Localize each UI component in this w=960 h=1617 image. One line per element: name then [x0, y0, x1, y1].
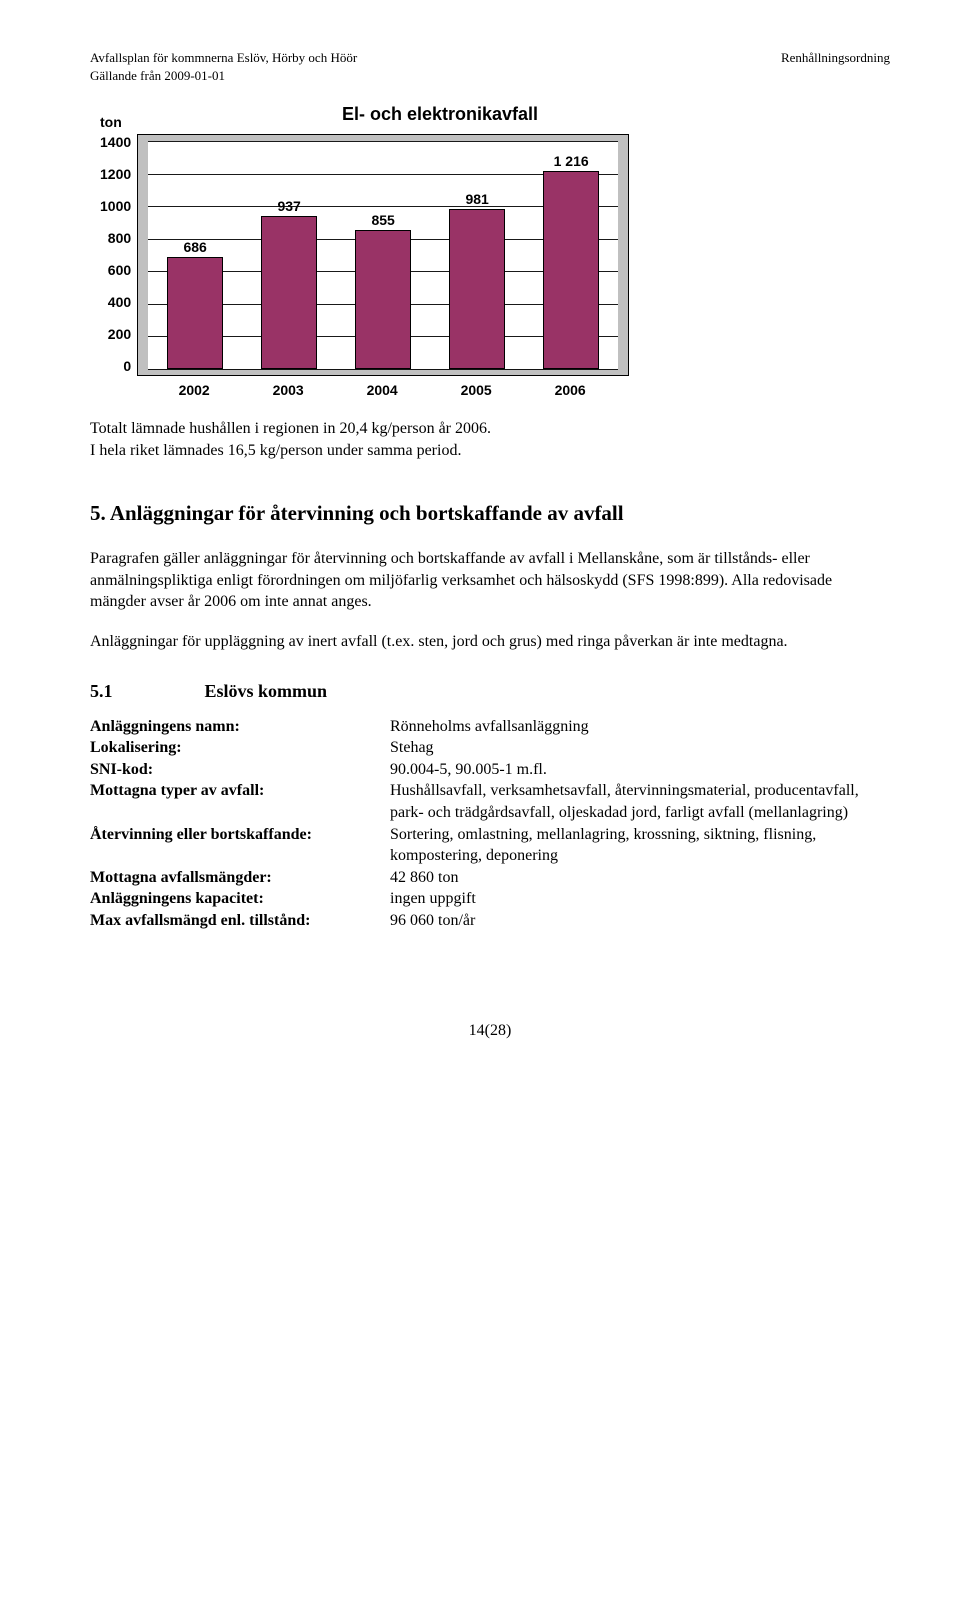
bar-value-label: 686: [183, 239, 206, 255]
bar-slot: 937: [261, 141, 317, 369]
section-5-heading: 5. Anläggningar för återvinning och bort…: [90, 501, 890, 526]
bar-slot: 1 216: [543, 141, 599, 369]
table-row: SNI-kod:90.004-5, 90.005-1 m.fl.: [90, 759, 890, 781]
para-after-chart: Totalt lämnade hushållen i regionen in 2…: [90, 418, 890, 461]
chart-container: ton El- och elektronikavfall 14001200100…: [100, 114, 890, 398]
table-row: Lokalisering:Stehag: [90, 737, 890, 759]
bar-value-label: 1 216: [554, 153, 589, 169]
chart-plot-inner: 686 937 855 981 1 216: [148, 141, 618, 369]
header-left-2: Gällande från 2009-01-01: [90, 68, 890, 84]
chart-y-axis: 1400 1200 1000 800 600 400 200 0: [100, 134, 137, 374]
x-tick: 2003: [260, 382, 316, 398]
table-key: Mottagna typer av avfall:: [90, 780, 390, 802]
table-value: Stehag: [390, 737, 890, 759]
table-key: Anläggningens kapacitet:: [90, 888, 390, 910]
table-row: Anläggningens namn:Rönneholms avfallsanl…: [90, 716, 890, 738]
table-key: Max avfallsmängd enl. tillstånd:: [90, 910, 390, 932]
y-tick: 600: [108, 262, 131, 278]
y-tick: 400: [108, 294, 131, 310]
table-key: Anläggningens namn:: [90, 716, 390, 738]
page-number: 14(28): [90, 1022, 890, 1040]
bar-slot: 855: [355, 141, 411, 369]
table-value: Hushållsavfall, verksamhetsavfall, återv…: [390, 780, 890, 823]
y-tick: 1000: [100, 198, 131, 214]
x-tick: 2006: [542, 382, 598, 398]
table-key: Återvinning eller bortskaffande:: [90, 824, 390, 846]
y-tick: 1200: [100, 166, 131, 182]
chart-x-axis: 2002 2003 2004 2005 2006: [137, 376, 617, 398]
bar: [261, 216, 317, 369]
bar: [167, 257, 223, 369]
bar-value-label: 937: [277, 198, 300, 214]
y-tick: 200: [108, 326, 131, 342]
chart-plot: 686 937 855 981 1 216: [137, 134, 629, 376]
chart-title: El- och elektronikavfall: [190, 104, 690, 125]
table-value: Rönneholms avfallsanläggning: [390, 716, 890, 738]
table-row: Max avfallsmängd enl. tillstånd:96 060 t…: [90, 910, 890, 932]
section-5-1-num: 5.1: [90, 681, 200, 702]
section-5-para-2: Anläggningar för uppläggning av inert av…: [90, 631, 890, 653]
section-5-para-1: Paragrafen gäller anläggningar för återv…: [90, 548, 890, 613]
x-tick: 2002: [166, 382, 222, 398]
table-row: Mottagna avfallsmängder:42 860 ton: [90, 867, 890, 889]
table-row: Mottagna typer av avfall:Hushållsavfall,…: [90, 780, 890, 823]
header-right: Renhållningsordning: [781, 50, 890, 66]
para-line-1: Totalt lämnade hushållen i regionen in 2…: [90, 420, 491, 437]
y-tick: 1400: [100, 134, 131, 150]
bar-slot: 686: [167, 141, 223, 369]
para-line-2: I hela riket lämnades 16,5 kg/person und…: [90, 442, 461, 459]
table-row: Återvinning eller bortskaffande:Sorterin…: [90, 824, 890, 867]
bar-value-label: 981: [465, 191, 488, 207]
header-left-1: Avfallsplan för kommnerna Eslöv, Hörby o…: [90, 50, 357, 66]
section-5-1-heading: 5.1 Eslövs kommun: [90, 681, 890, 702]
bar: [449, 209, 505, 369]
bar-slot: 981: [449, 141, 505, 369]
bar: [543, 171, 599, 369]
y-tick: 0: [123, 358, 131, 374]
table-row: Anläggningens kapacitet:ingen uppgift: [90, 888, 890, 910]
bar: [355, 230, 411, 369]
table-key: Mottagna avfallsmängder:: [90, 867, 390, 889]
bar-value-label: 855: [371, 212, 394, 228]
table-value: Sortering, omlastning, mellanlagring, kr…: [390, 824, 890, 867]
table-value: ingen uppgift: [390, 888, 890, 910]
x-tick: 2004: [354, 382, 410, 398]
table-value: 42 860 ton: [390, 867, 890, 889]
table-key: SNI-kod:: [90, 759, 390, 781]
table-value: 90.004-5, 90.005-1 m.fl.: [390, 759, 890, 781]
y-tick: 800: [108, 230, 131, 246]
facility-table: Anläggningens namn:Rönneholms avfallsanl…: [90, 716, 890, 932]
x-tick: 2005: [448, 382, 504, 398]
section-5-1-title: Eslövs kommun: [205, 681, 328, 701]
chart-bars: 686 937 855 981 1 216: [148, 141, 618, 369]
table-value: 96 060 ton/år: [390, 910, 890, 932]
gridline: [148, 369, 618, 370]
table-key: Lokalisering:: [90, 737, 390, 759]
